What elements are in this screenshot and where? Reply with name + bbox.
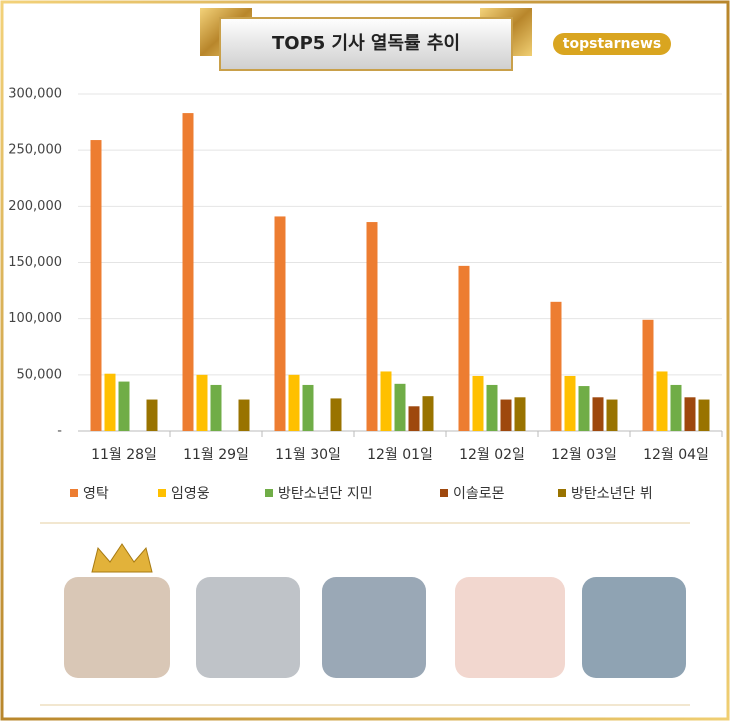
y-tick-label: 50,000 bbox=[17, 367, 63, 382]
legend-swatch bbox=[558, 489, 566, 497]
legend-swatch bbox=[158, 489, 166, 497]
bar bbox=[592, 397, 604, 431]
photo bbox=[582, 577, 686, 678]
legend-swatch bbox=[70, 489, 78, 497]
legend-label: 임영웅 bbox=[171, 486, 210, 502]
bar bbox=[366, 222, 378, 431]
bar bbox=[578, 386, 590, 431]
photo bbox=[64, 577, 170, 678]
legend-swatch bbox=[440, 489, 448, 497]
bar bbox=[698, 399, 710, 431]
title-banner bbox=[219, 17, 513, 71]
bar bbox=[274, 216, 286, 431]
bar bbox=[472, 375, 484, 431]
bar bbox=[422, 396, 434, 431]
bar bbox=[104, 373, 116, 431]
y-tick-label: 100,000 bbox=[8, 311, 62, 326]
legend-label: 영탁 bbox=[83, 486, 109, 502]
bar bbox=[196, 374, 208, 431]
x-tick-label: 12월 01일 bbox=[367, 447, 433, 463]
x-tick-label: 12월 02일 bbox=[459, 447, 525, 463]
legend-label: 방탄소년단 지민 bbox=[278, 486, 373, 502]
y-tick-label: 150,000 bbox=[8, 255, 62, 270]
brand: topstarnews bbox=[563, 36, 661, 52]
y-tick-label: 300,000 bbox=[8, 87, 62, 102]
crown bbox=[91, 543, 153, 573]
y-tick-label: 200,000 bbox=[8, 199, 62, 214]
x-tick-label: 11월 28일 bbox=[91, 447, 157, 463]
bar bbox=[670, 384, 682, 431]
bar bbox=[288, 374, 300, 431]
bar bbox=[656, 371, 668, 431]
bar bbox=[458, 265, 470, 431]
y-tick-label: 250,000 bbox=[8, 143, 62, 158]
x-tick-label: 12월 04일 bbox=[643, 447, 709, 463]
y-tick-label: - bbox=[57, 424, 62, 439]
bar bbox=[684, 397, 696, 431]
bar bbox=[606, 399, 618, 431]
legend-swatch bbox=[265, 489, 273, 497]
bar bbox=[302, 384, 314, 431]
bar bbox=[486, 384, 498, 431]
photo bbox=[455, 577, 565, 678]
bar bbox=[118, 381, 130, 431]
bar bbox=[210, 384, 222, 431]
legend-label: 이솔로몬 bbox=[453, 486, 505, 502]
brand-badge bbox=[553, 33, 671, 55]
photo bbox=[196, 577, 300, 678]
bar bbox=[90, 140, 102, 431]
bar bbox=[182, 113, 194, 431]
bar bbox=[408, 406, 420, 431]
x-tick-label: 12월 03일 bbox=[551, 447, 617, 463]
bar bbox=[238, 399, 250, 431]
x-tick-label: 11월 30일 bbox=[275, 447, 341, 463]
bar bbox=[514, 397, 526, 431]
bar bbox=[380, 371, 392, 431]
legend-label: 방탄소년단 뷔 bbox=[571, 486, 653, 502]
bar bbox=[146, 399, 158, 431]
x-tick-label: 11월 29일 bbox=[183, 447, 249, 463]
bar bbox=[330, 398, 342, 431]
chart-title: TOP5 기사 열독률 추이 bbox=[272, 33, 460, 54]
bar bbox=[500, 399, 512, 431]
bar bbox=[550, 301, 562, 431]
bar bbox=[564, 375, 576, 431]
photo bbox=[322, 577, 426, 678]
bar bbox=[642, 319, 654, 431]
bar bbox=[394, 383, 406, 431]
